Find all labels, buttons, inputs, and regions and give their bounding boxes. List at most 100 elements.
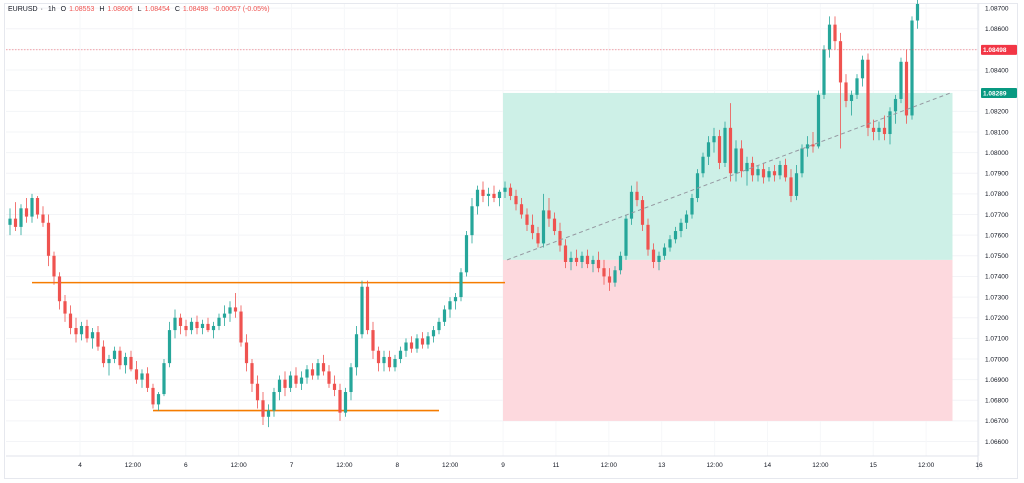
candle-up <box>453 292 458 310</box>
candle-body <box>321 363 326 372</box>
overlay-lines <box>6 49 978 261</box>
price-tick-label: 1.07700 <box>985 212 1009 219</box>
candle-body <box>420 338 425 345</box>
candle-body <box>497 191 502 199</box>
candle-body <box>464 235 469 273</box>
candle-body <box>129 356 133 370</box>
candle-down <box>602 259 606 285</box>
level-lines[interactable] <box>32 281 505 412</box>
candle-down <box>294 367 298 388</box>
candle-body <box>107 358 111 364</box>
time-tick-label: 12:00 <box>125 462 142 469</box>
open-label: O <box>60 6 67 13</box>
price-tick-label: 1.06800 <box>985 398 1009 405</box>
candle-down <box>96 325 100 351</box>
candle-up <box>668 235 672 252</box>
price-tick-label: 1.08600 <box>985 26 1009 33</box>
timeframe-label[interactable]: 1h <box>47 6 56 13</box>
candle-up <box>695 169 700 203</box>
candle-up <box>299 371 304 390</box>
candle-down <box>761 162 766 184</box>
candle-body <box>530 224 535 234</box>
candle-down <box>68 305 73 335</box>
candle-body <box>305 369 309 378</box>
candle-body <box>701 156 705 174</box>
candle-body <box>624 218 628 256</box>
current-price-label: 1.08498 <box>981 44 1017 55</box>
candle-down <box>244 334 249 372</box>
candle-body <box>580 255 584 262</box>
candle-down <box>261 392 265 426</box>
candle-down <box>838 32 843 149</box>
candle-body <box>668 239 672 248</box>
position-zones <box>503 92 953 421</box>
candle-body <box>387 356 392 368</box>
price-axis[interactable]: 1.087001.086001.085001.084001.083001.082… <box>977 4 1009 470</box>
candle-down <box>563 239 568 269</box>
candle-up <box>415 334 419 353</box>
candle-down <box>52 251 56 285</box>
candle-body <box>706 142 711 157</box>
candle-body <box>371 330 375 351</box>
candle-body <box>85 325 89 339</box>
price-tick-label: 1.07400 <box>985 274 1009 281</box>
candle-body <box>162 363 166 395</box>
position-path-line <box>506 92 951 261</box>
candle-up <box>173 309 177 339</box>
candle-body <box>74 328 78 335</box>
candle-body <box>607 276 612 283</box>
separator-dot: · <box>40 6 43 13</box>
candle-up <box>222 305 227 326</box>
target-price-label-bg <box>981 87 1017 98</box>
candle-body <box>118 350 122 366</box>
candle-body <box>734 148 738 174</box>
candle-down <box>134 361 139 384</box>
candle-body <box>739 148 744 172</box>
candle-body <box>239 311 243 343</box>
candle-up <box>393 354 397 372</box>
price-tick-label: 1.06900 <box>985 377 1009 384</box>
symbol-label[interactable]: EURUSD <box>8 6 38 13</box>
candle-body <box>173 317 177 331</box>
candle-up <box>167 321 172 368</box>
candle-body <box>41 214 45 223</box>
candle-down <box>651 243 656 269</box>
time-tick-label: 12:00 <box>706 462 723 469</box>
candle-body <box>849 94 854 102</box>
candle-down <box>57 272 62 310</box>
candle-down <box>239 305 243 347</box>
candle-down <box>750 156 755 182</box>
candle-up <box>877 121 881 141</box>
candle-body <box>503 187 507 192</box>
time-axis[interactable]: 4 12:00 6 12:00 7 12:00 8 12:00 9 11 12:00 13 12:00 1… <box>6 455 983 469</box>
candle-body <box>79 325 84 335</box>
candle-body <box>756 169 760 176</box>
candle-body <box>184 325 188 331</box>
price-labels: 1.08498 1.08289 <box>981 44 1017 98</box>
candle-down <box>833 16 837 50</box>
candle-up <box>123 352 128 374</box>
time-tick-label: 16 <box>975 462 983 469</box>
candle-up <box>679 218 683 238</box>
candle-down <box>481 181 485 203</box>
time-tick-label: 6 <box>184 462 188 469</box>
candle-body <box>508 187 513 196</box>
target-price-label-text: 1.08289 <box>983 90 1007 97</box>
candle-up <box>398 346 403 364</box>
candle-up <box>156 392 161 411</box>
candle-down <box>184 319 188 337</box>
price-tick-label: 1.07900 <box>985 171 1009 178</box>
candle-body <box>651 249 656 262</box>
candle-up <box>266 404 271 428</box>
candle-body <box>13 218 18 227</box>
candle-body <box>794 173 799 196</box>
candle-up <box>404 338 408 357</box>
candle-body <box>112 350 117 359</box>
close-label: C <box>174 6 180 13</box>
price-tick-label: 1.06600 <box>985 439 1009 446</box>
candle-up <box>822 45 826 99</box>
candle-up <box>228 301 232 322</box>
candle-up <box>486 187 491 207</box>
candle-body <box>233 307 238 312</box>
